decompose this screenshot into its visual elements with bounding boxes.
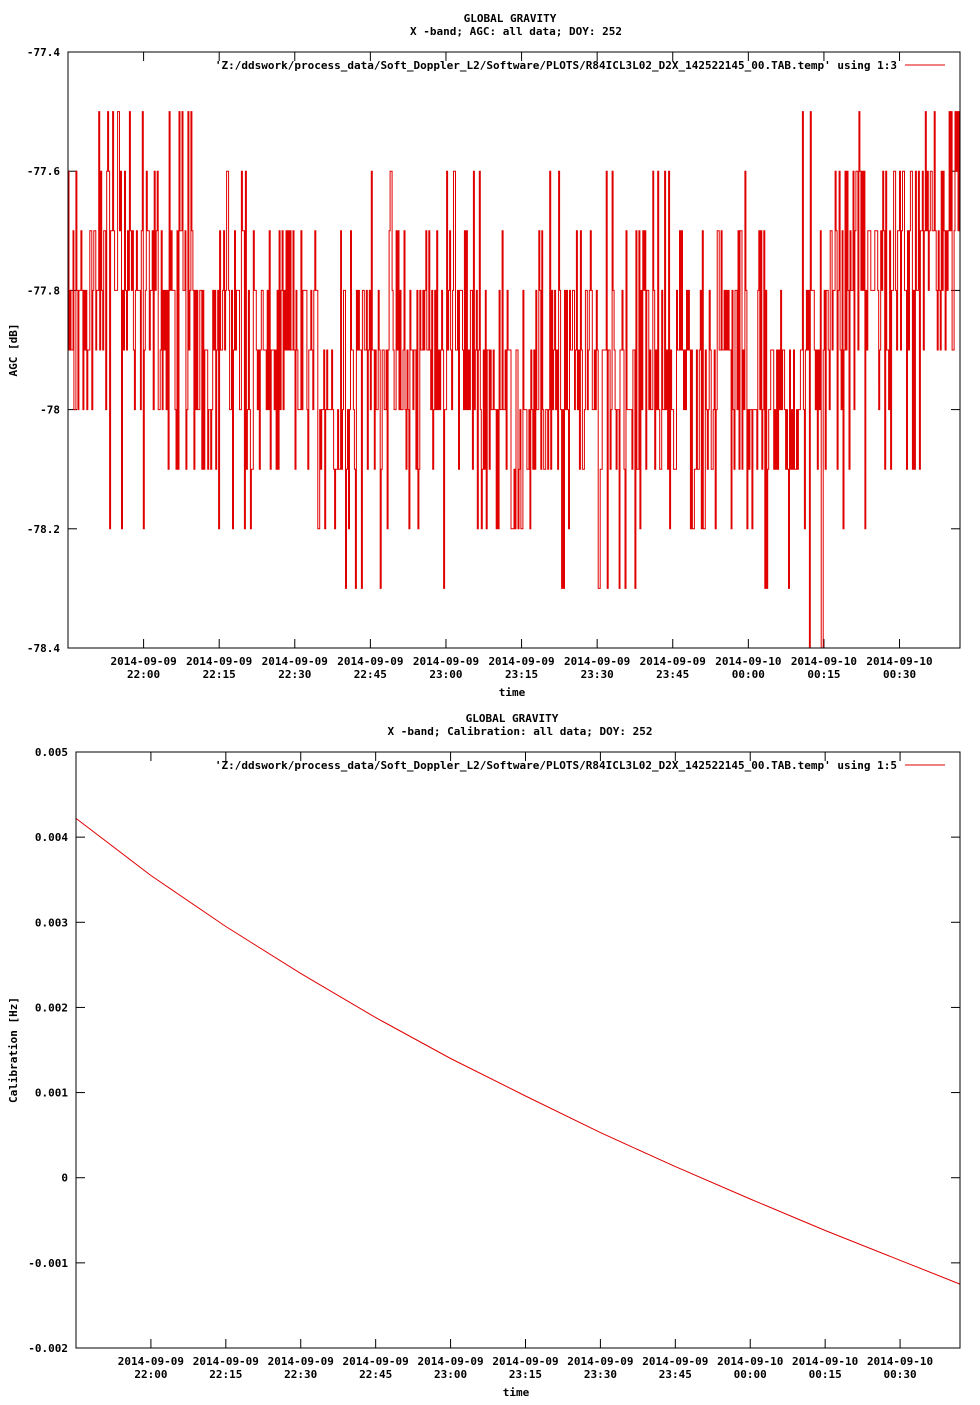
x-axis-label: time xyxy=(499,686,526,699)
x-tick-time-label: 00:30 xyxy=(884,1368,917,1381)
x-tick-date-label: 2014-09-09 xyxy=(343,1355,409,1368)
y-tick-label: -0.001 xyxy=(28,1257,68,1270)
x-tick-time-label: 00:00 xyxy=(734,1368,767,1381)
x-tick-time-label: 00:15 xyxy=(809,1368,842,1381)
x-tick-date-label: 2014-09-09 xyxy=(110,655,176,668)
x-ticks: 2014-09-0922:002014-09-0922:152014-09-09… xyxy=(110,52,933,681)
y-axis-label: Calibration [Hz] xyxy=(7,997,20,1103)
y-tick-label: -78.4 xyxy=(27,642,60,655)
x-tick-date-label: 2014-09-09 xyxy=(567,1355,633,1368)
x-tick-time-label: 00:00 xyxy=(732,668,765,681)
x-tick-date-label: 2014-09-10 xyxy=(792,1355,858,1368)
y-tick-label: 0.005 xyxy=(35,746,68,759)
y-tick-label: 0.002 xyxy=(35,1001,68,1014)
x-tick-time-label: 22:30 xyxy=(284,1368,317,1381)
x-tick-date-label: 2014-09-10 xyxy=(867,1355,933,1368)
x-tick-date-label: 2014-09-10 xyxy=(717,1355,783,1368)
y-tick-label: 0 xyxy=(61,1172,68,1185)
x-tick-date-label: 2014-09-10 xyxy=(791,655,857,668)
x-tick-time-label: 23:30 xyxy=(581,668,614,681)
x-tick-time-label: 00:30 xyxy=(883,668,916,681)
y-tick-label: -77.4 xyxy=(27,46,60,59)
x-tick-time-label: 23:15 xyxy=(505,668,538,681)
y-ticks: -77.4 -77.6 -77.8 -78 -78.2 -78.4 xyxy=(27,46,960,655)
x-ticks: 2014-09-0922:002014-09-0922:152014-09-09… xyxy=(118,752,933,1381)
chart-title: GLOBAL GRAVITY xyxy=(466,712,559,725)
x-tick-time-label: 22:00 xyxy=(134,1368,167,1381)
x-tick-date-label: 2014-09-10 xyxy=(866,655,932,668)
x-tick-date-label: 2014-09-10 xyxy=(715,655,781,668)
y-ticks: 0.005 0.004 0.003 0.002 0.001 0 -0.001 -0.002 xyxy=(28,746,960,1355)
x-tick-date-label: 2014-09-09 xyxy=(642,1355,708,1368)
x-tick-date-label: 2014-09-09 xyxy=(488,655,554,668)
x-tick-time-label: 22:30 xyxy=(278,668,311,681)
x-tick-time-label: 23:45 xyxy=(659,1368,692,1381)
x-tick-time-label: 22:45 xyxy=(359,1368,392,1381)
y-axis-label: AGC [dB] xyxy=(7,324,20,377)
chart-subtitle: X -band; Calibration: all data; DOY: 252 xyxy=(388,725,653,738)
x-tick-date-label: 2014-09-09 xyxy=(262,655,328,668)
y-tick-label: 0.004 xyxy=(35,831,68,844)
x-tick-time-label: 00:15 xyxy=(807,668,840,681)
x-tick-date-label: 2014-09-09 xyxy=(492,1355,558,1368)
x-tick-time-label: 23:45 xyxy=(656,668,689,681)
y-tick-label: -0.002 xyxy=(28,1342,68,1355)
x-tick-date-label: 2014-09-09 xyxy=(118,1355,184,1368)
x-tick-date-label: 2014-09-09 xyxy=(193,1355,259,1368)
chart-title: GLOBAL GRAVITY xyxy=(464,12,557,25)
x-tick-time-label: 22:00 xyxy=(127,668,160,681)
calibration-series-line xyxy=(75,818,961,1285)
x-tick-time-label: 23:00 xyxy=(434,1368,467,1381)
chart-subtitle: X -band; AGC: all data; DOY: 252 xyxy=(410,25,622,38)
x-tick-date-label: 2014-09-09 xyxy=(268,1355,334,1368)
x-tick-date-label: 2014-09-09 xyxy=(640,655,706,668)
x-tick-date-label: 2014-09-09 xyxy=(417,1355,483,1368)
agc-series-line xyxy=(67,111,960,649)
y-tick-label: -78 xyxy=(40,404,60,417)
x-tick-time-label: 23:15 xyxy=(509,1368,542,1381)
x-tick-date-label: 2014-09-09 xyxy=(413,655,479,668)
x-tick-time-label: 23:30 xyxy=(584,1368,617,1381)
plot-frame xyxy=(67,51,961,649)
y-tick-label: 0.003 xyxy=(35,916,68,929)
legend-label: 'Z:/ddswork/process_data/Soft_Doppler_L2… xyxy=(215,59,897,72)
y-tick-label: 0.001 xyxy=(35,1087,68,1100)
x-tick-time-label: 23:00 xyxy=(429,668,462,681)
x-tick-time-label: 22:45 xyxy=(354,668,387,681)
y-tick-label: -77.6 xyxy=(27,165,60,178)
x-tick-time-label: 22:15 xyxy=(209,1368,242,1381)
x-tick-date-label: 2014-09-09 xyxy=(186,655,252,668)
calibration-chart: GLOBAL GRAVITY X -band; Calibration: all… xyxy=(7,712,961,1399)
x-axis-label: time xyxy=(503,1386,530,1399)
x-tick-time-label: 22:15 xyxy=(203,668,236,681)
plot-frame xyxy=(75,751,961,1349)
agc-chart: GLOBAL GRAVITY X -band; AGC: all data; D… xyxy=(7,12,961,699)
x-tick-date-label: 2014-09-09 xyxy=(564,655,630,668)
y-tick-label: -77.8 xyxy=(27,284,60,297)
legend-label: 'Z:/ddswork/process_data/Soft_Doppler_L2… xyxy=(215,759,897,772)
y-tick-label: -78.2 xyxy=(27,523,60,536)
x-tick-date-label: 2014-09-09 xyxy=(337,655,403,668)
